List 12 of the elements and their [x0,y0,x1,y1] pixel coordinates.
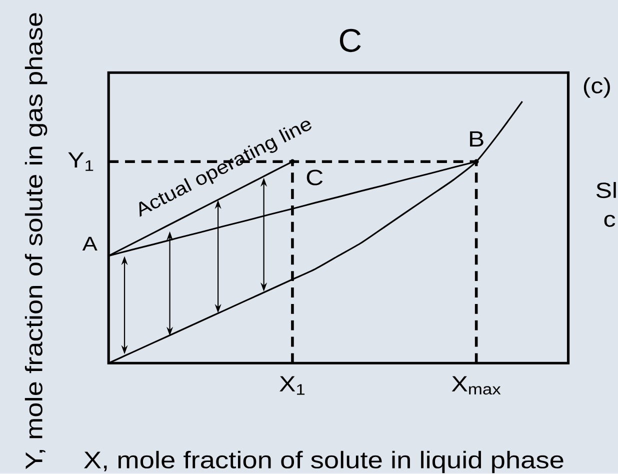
chart-title: C [340,29,361,52]
text: A [82,237,98,251]
text: (c) [584,78,610,98]
y-axis-title: Y, mole fraction of solute in gas phase [24,13,48,470]
text: Y$_{1}$ [68,152,94,172]
x-axis-title: X, mole fraction of solute in liquid phase [84,451,564,474]
x-tick-label: X$_{1}$ [280,376,305,395]
text: c [604,215,616,228]
text: Sl [596,182,616,198]
annotation: B [470,132,484,147]
x-tick-label: X$_{max}$ [452,376,501,395]
annotation: C [306,170,323,186]
